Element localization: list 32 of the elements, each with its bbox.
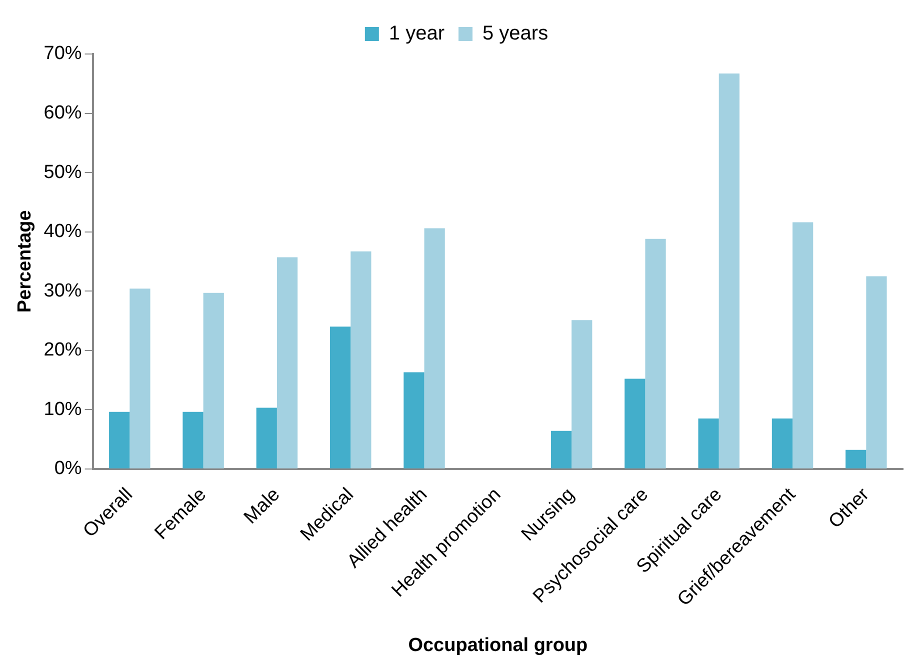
y-tick-label: 70% bbox=[44, 43, 82, 64]
bar bbox=[330, 326, 351, 468]
bar bbox=[256, 408, 277, 468]
bar bbox=[130, 288, 150, 468]
bar bbox=[276, 257, 298, 468]
bar bbox=[772, 418, 793, 468]
bar bbox=[718, 74, 740, 468]
bar bbox=[846, 450, 866, 468]
bar bbox=[550, 430, 572, 468]
bar bbox=[572, 320, 592, 468]
bar bbox=[424, 228, 445, 468]
bar bbox=[645, 238, 666, 468]
bar bbox=[624, 378, 646, 468]
y-tick-label: 10% bbox=[44, 398, 82, 420]
bar bbox=[350, 251, 372, 468]
y-tick-label: 60% bbox=[44, 102, 82, 124]
y-tick-label: 50% bbox=[44, 162, 82, 183]
bar bbox=[792, 222, 814, 468]
legend-label: 5 years bbox=[482, 22, 548, 45]
y-tick-label: 20% bbox=[44, 340, 82, 361]
y-axis-title: Percentage bbox=[14, 210, 36, 313]
bar bbox=[182, 412, 204, 468]
bar bbox=[866, 276, 887, 468]
bar bbox=[404, 372, 424, 468]
y-tick-label: 40% bbox=[44, 221, 82, 242]
y-tick-label: 30% bbox=[44, 280, 82, 302]
bar bbox=[698, 418, 719, 468]
y-tick-label: 0% bbox=[54, 458, 82, 480]
bar bbox=[109, 412, 130, 468]
bar bbox=[203, 292, 224, 468]
x-axis-title: Occupational group bbox=[408, 634, 588, 656]
legend-label: 1 year bbox=[388, 22, 445, 45]
